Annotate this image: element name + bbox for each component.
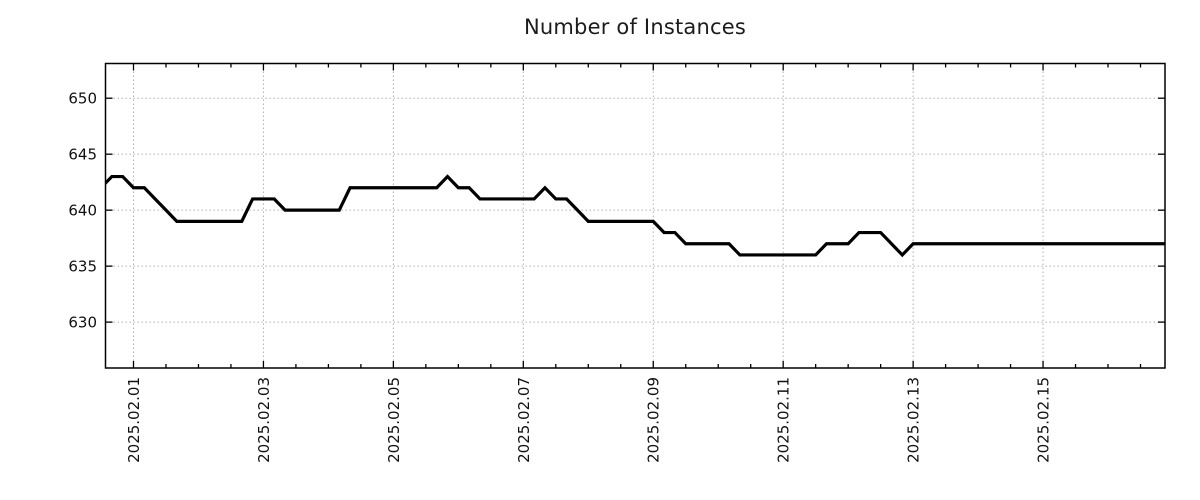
x-tick-label: 2025.02.13 (905, 377, 923, 463)
y-tick-label: 635 (68, 258, 97, 276)
x-tick-label: 2025.02.05 (385, 377, 403, 463)
y-tick-label: 630 (68, 314, 97, 332)
series-line (105, 174, 1165, 258)
y-tick-label: 650 (68, 90, 97, 108)
y-tick-label: 640 (68, 202, 97, 220)
x-tick-label: 2025.02.09 (645, 377, 663, 463)
y-axis-labels: 630 635 640 645 650 (68, 90, 97, 332)
plot-frame (104, 62, 1166, 369)
x-tick-label: 2025.02.01 (125, 377, 143, 463)
x-axis-labels: 2025.02.01 2025.02.03 2025.02.05 2025.02.07… (125, 377, 1053, 463)
x-tick-label: 2025.02.07 (515, 377, 533, 463)
x-tick-label: 2025.02.15 (1035, 377, 1053, 463)
y-tick-label: 645 (68, 146, 97, 164)
data-line (105, 174, 1165, 258)
x-tick-label: 2025.02.03 (255, 377, 273, 463)
gridlines (105, 63, 1165, 368)
x-tick-label: 2025.02.11 (775, 377, 793, 463)
chart-title: Number of Instances (523, 15, 746, 39)
